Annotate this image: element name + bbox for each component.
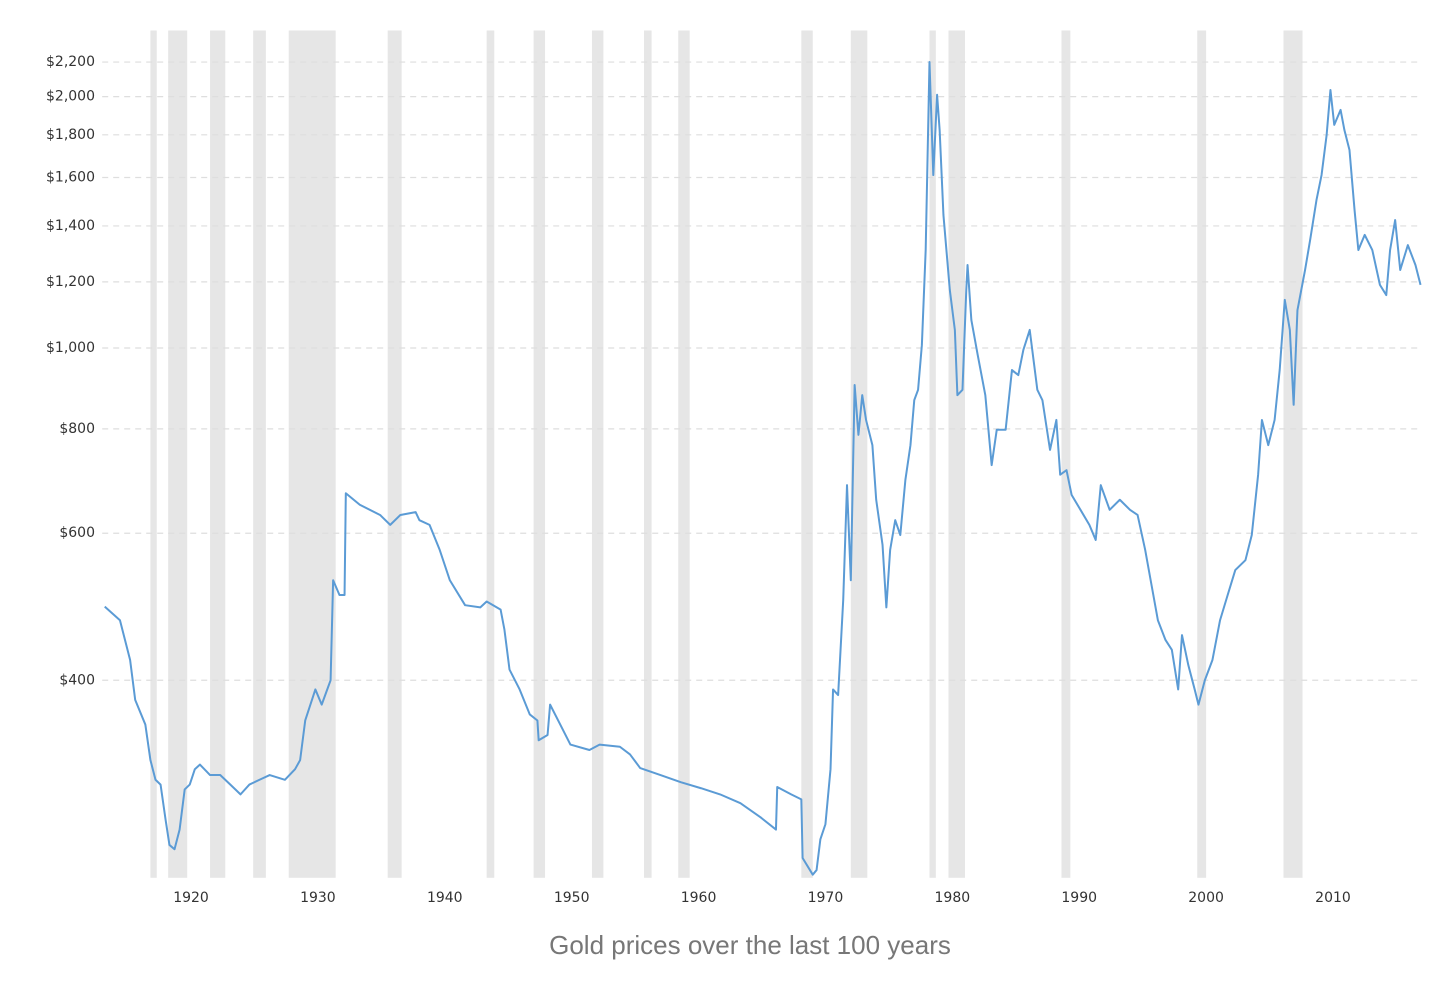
x-tick-label: 1940 [427,890,463,906]
shaded-period [533,30,546,878]
y-tick-label: $400 [59,672,95,688]
y-tick-label: $1,600 [46,170,95,186]
y-tick-label: $1,200 [46,274,95,290]
shaded-period [801,30,813,878]
series [104,61,1422,876]
y-tick-label: $2,200 [46,54,95,70]
x-tick-label: 1930 [300,890,336,906]
shaded-period [210,30,226,878]
y-tick-label: $1,400 [46,218,95,234]
shaded-period [486,30,495,878]
chart-title: Gold prices over the last 100 years [549,930,951,960]
shaded-period [850,30,868,878]
y-tick-label: $600 [59,525,95,541]
shaded-periods [150,30,1303,878]
price-line [104,61,1422,876]
x-tick-label: 1920 [173,890,209,906]
shaded-period [591,30,604,878]
y-tick-label: $1,000 [46,340,95,356]
shaded-period [643,30,652,878]
x-tick-label: 1990 [1061,890,1097,906]
y-tick-label: $2,000 [46,89,95,105]
shaded-period [1197,30,1207,878]
x-tick-label: 1950 [554,890,590,906]
y-tick-label: $1,800 [46,127,95,143]
x-tick-label: 1980 [935,890,971,906]
x-tick-label: 1970 [808,890,844,906]
shaded-period [929,30,936,878]
x-tick-label: 1960 [681,890,717,906]
shaded-period [150,30,157,878]
shaded-period [678,30,690,878]
shaded-period [948,30,966,878]
shaded-period [387,30,402,878]
shaded-period [168,30,188,878]
shaded-period [1061,30,1071,878]
x-tick-label: 2010 [1315,890,1351,906]
shaded-period [253,30,266,878]
y-tick-label: $800 [59,421,95,437]
tick-labels: $400 $600 $800 $1,000 $1,200 $1,400 $1,600 $1,8… [46,54,1351,906]
x-tick-label: 2000 [1188,890,1224,906]
shaded-period [288,30,336,878]
shaded-period [1283,30,1303,878]
